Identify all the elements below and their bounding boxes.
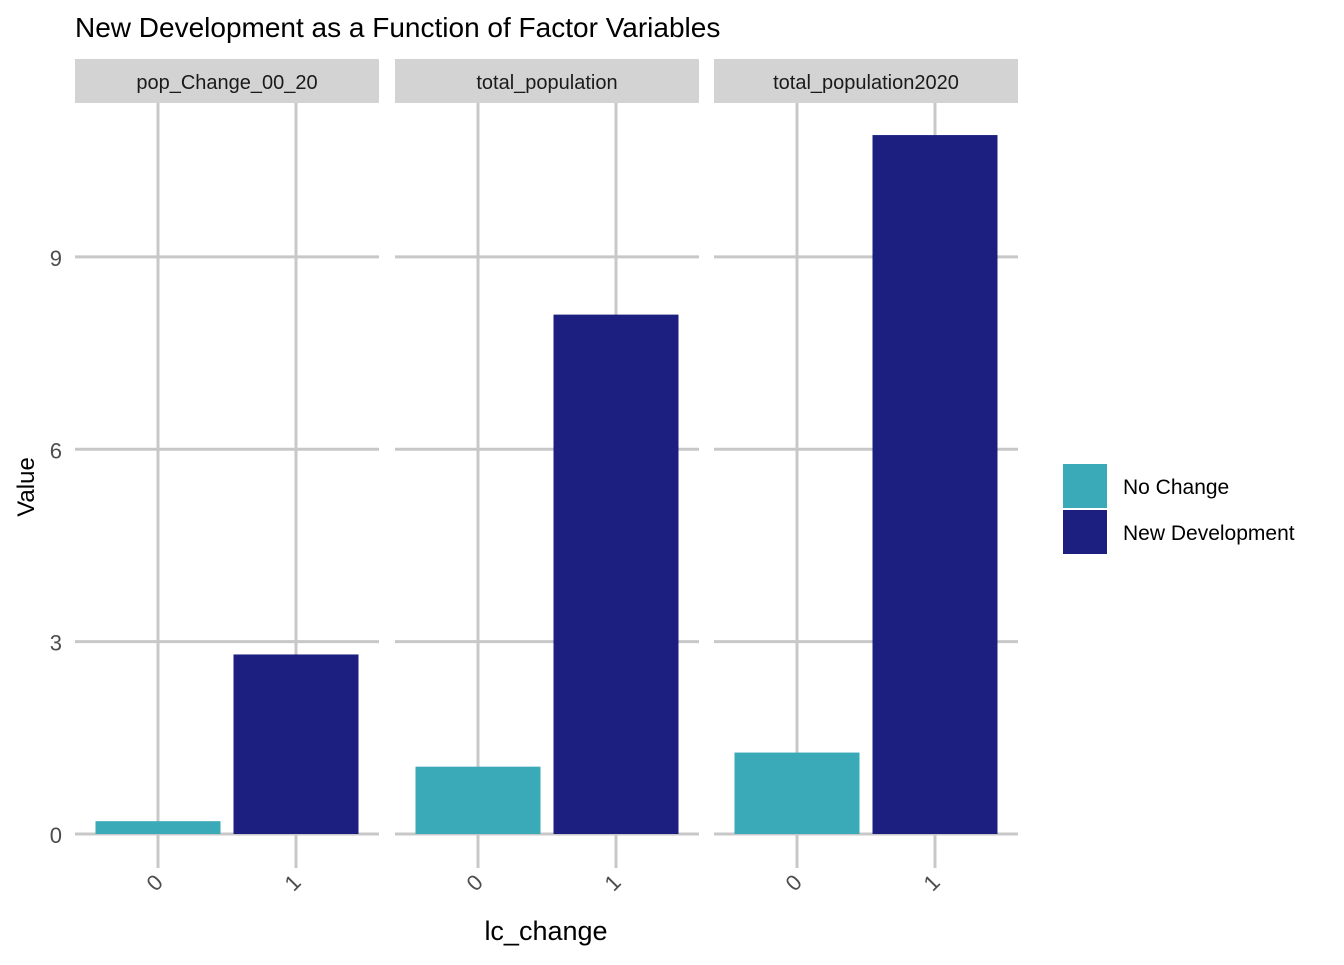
facet-panel: total_population2020 0 1 (714, 59, 1018, 896)
x-tick-label: 0 (781, 870, 807, 896)
x-axis-label: lc_change (484, 916, 607, 946)
legend-swatch (1063, 464, 1107, 508)
x-tick-label: 0 (142, 870, 168, 896)
y-tick-label: 6 (50, 438, 62, 463)
x-tick-label: 1 (280, 870, 306, 896)
facet-strip-label: total_population2020 (773, 72, 959, 94)
plot-layer: 0 3 6 9 pop_Change_00_20 0 1 total_population 0 1… (50, 59, 1018, 896)
y-tick-label: 3 (50, 631, 62, 656)
bar-no-change (95, 821, 221, 834)
facet-strip-label: pop_Change_00_20 (136, 72, 317, 94)
bar-new-development (553, 314, 679, 835)
bar-new-development (872, 135, 998, 834)
bar-no-change (734, 752, 860, 834)
x-tick-label: 1 (600, 870, 626, 896)
bar-no-change (415, 766, 541, 834)
facet-strip (75, 59, 379, 103)
y-tick-label: 0 (50, 823, 62, 848)
x-tick-label: 1 (919, 870, 945, 896)
legend-swatch (1063, 510, 1107, 554)
facet-strip (395, 59, 699, 103)
y-axis-label: Value (13, 457, 40, 517)
facet-strip-label: total_population (476, 72, 617, 94)
facet-panel: total_population 0 1 (395, 59, 699, 896)
facet-strip (714, 59, 1018, 103)
legend-label: New Development (1123, 522, 1295, 545)
x-tick-label: 0 (462, 870, 488, 896)
legend-label: No Change (1123, 476, 1229, 499)
facet-panel: pop_Change_00_20 0 1 (75, 59, 379, 896)
y-tick-label: 9 (50, 246, 62, 271)
legend: No Change New Development (1063, 464, 1295, 554)
bar-new-development (233, 654, 359, 834)
chart-title: New Development as a Function of Factor … (75, 12, 720, 43)
